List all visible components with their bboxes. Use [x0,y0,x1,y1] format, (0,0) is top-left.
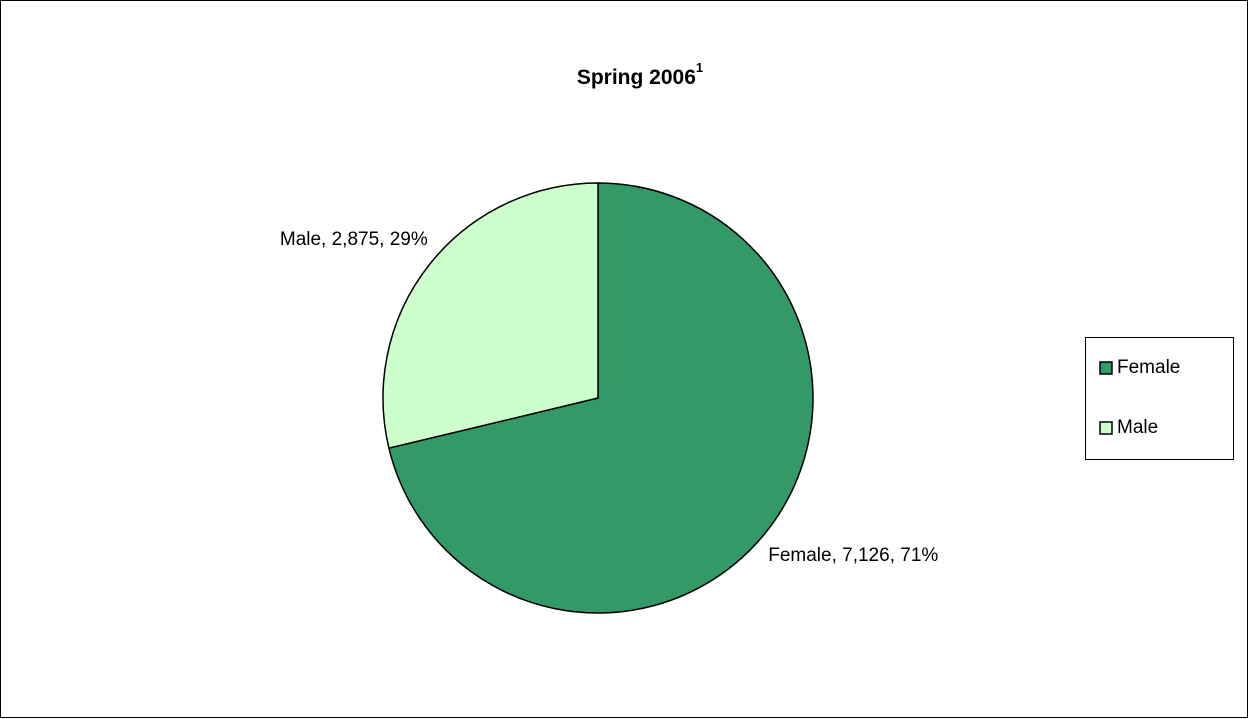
pie-slice [388,182,814,614]
legend-swatch [1099,421,1113,435]
data-label: Male, 2,875, 29% [280,229,428,250]
legend-box [1085,337,1234,460]
data-label: Female, 7,126, 71% [768,545,938,566]
chart-title: Spring 20061 [577,60,703,88]
legend-swatch [1099,361,1113,375]
title-note: 1 [696,60,703,75]
legend-label: Female [1117,357,1180,378]
legend-label: Male [1117,417,1158,438]
title-text: Spring 2006 [577,66,696,89]
pie-slice [382,182,599,450]
